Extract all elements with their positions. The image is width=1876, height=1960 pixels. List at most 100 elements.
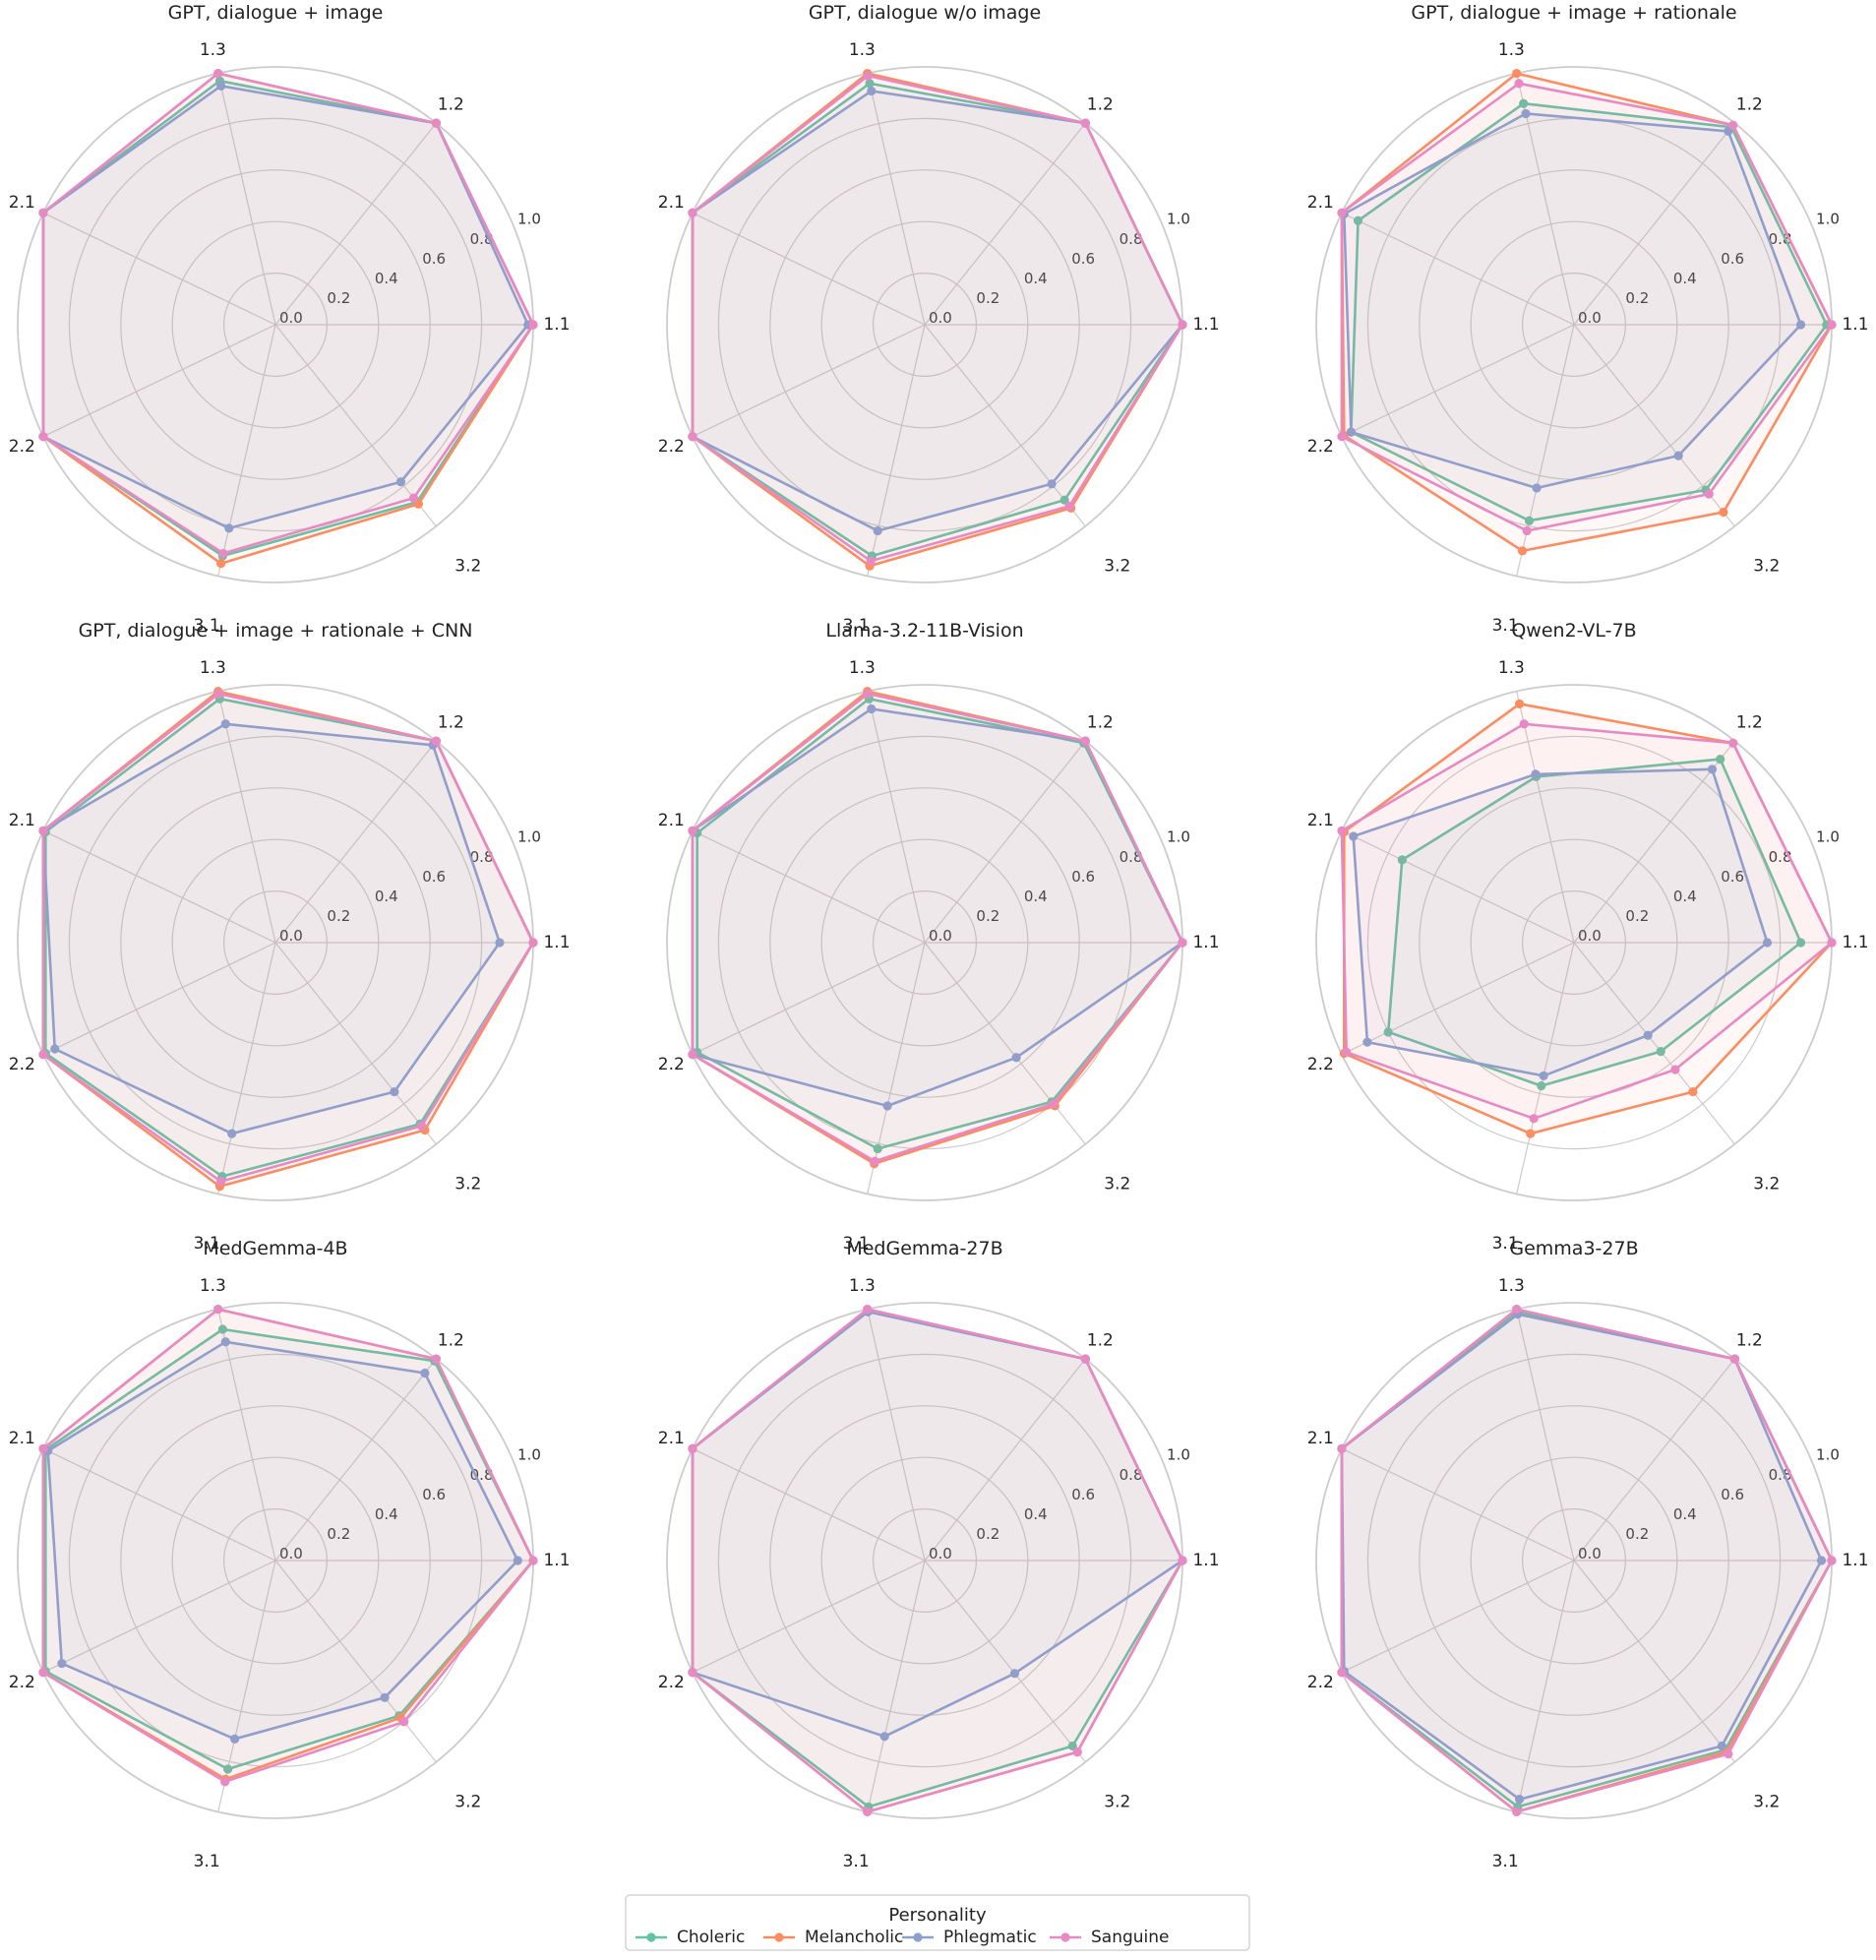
axis-label-1-1: 1.1 — [1192, 1551, 1219, 1570]
data-point-phlegmatic — [1047, 479, 1057, 489]
radial-tick-label: 1.0 — [1167, 211, 1190, 228]
series-fill-melancholic — [692, 73, 1182, 567]
grid-spoke — [42, 212, 276, 326]
grid-spoke — [924, 1358, 1086, 1562]
grid-spoke — [1516, 942, 1575, 1194]
grid-spoke — [692, 212, 926, 326]
grid-spoke — [867, 1309, 926, 1562]
axis-label-1-2: 1.2 — [438, 712, 464, 732]
radial-tick-label: 0.6 — [1071, 1486, 1095, 1503]
data-point-phlegmatic — [873, 525, 882, 536]
series-line-sanguine — [1340, 1308, 1834, 1813]
data-point-sanguine — [38, 1668, 48, 1678]
legend-swatch-marker — [913, 1932, 923, 1942]
radial-tick-label: 0.2 — [1625, 289, 1649, 307]
axis-label-2-2: 2.2 — [1307, 1055, 1334, 1074]
series-fill-choleric — [696, 699, 1182, 1149]
axis-label-2-1: 2.1 — [1307, 193, 1334, 213]
axis-label-3-2: 3.2 — [1753, 1792, 1780, 1811]
series-fill-sanguine — [692, 1309, 1182, 1812]
grid-spoke — [1341, 829, 1575, 944]
data-point-sanguine — [1827, 1556, 1837, 1565]
data-point-sanguine — [1049, 1099, 1059, 1109]
series-line-sanguine — [1340, 82, 1834, 532]
axis-label-1-2: 1.2 — [438, 1330, 464, 1350]
panel-title: Gemma3-27B — [1509, 1238, 1638, 1259]
data-point-sanguine — [1337, 826, 1347, 835]
axis-label-2-1: 2.1 — [1307, 1429, 1334, 1448]
data-point-phlegmatic — [882, 1101, 892, 1111]
axis-label-1-3: 1.3 — [1498, 658, 1525, 678]
data-point-melancholic — [413, 499, 423, 509]
grid-spoke — [1573, 1358, 1735, 1562]
data-point-sanguine — [1522, 525, 1532, 536]
radial-tick-label: 0.2 — [327, 907, 350, 925]
radial-tick-label: 0.8 — [470, 848, 494, 866]
axis-label-2-2: 2.2 — [9, 1055, 35, 1074]
radial-tick-label: 0.2 — [327, 1525, 350, 1543]
grid-spoke — [867, 1560, 926, 1812]
axis-label-3-2: 3.2 — [1753, 556, 1780, 576]
data-point-sanguine — [688, 208, 697, 217]
radial-tick-label: 0.4 — [1024, 1505, 1048, 1523]
radial-tick-label: 0.2 — [1625, 1525, 1649, 1543]
radial-tick-label: 0.0 — [929, 927, 952, 945]
grid-spoke — [924, 324, 1086, 527]
radar-panel: 0.00.20.40.60.81.01.11.21.32.12.23.13.2G… — [9, 620, 571, 1254]
data-point-sanguine — [688, 432, 697, 442]
data-point-choleric — [1519, 98, 1529, 108]
axis-label-1-3: 1.3 — [849, 40, 876, 60]
axis-label-3-1: 3.1 — [1492, 616, 1519, 636]
axis-label-2-2: 2.2 — [1307, 437, 1334, 457]
axis-label-1-3: 1.3 — [1498, 1276, 1525, 1296]
data-point-sanguine — [1670, 1065, 1680, 1074]
series-fill-sanguine — [42, 73, 534, 554]
axis-label-1-2: 1.2 — [1736, 94, 1763, 114]
data-point-phlegmatic — [380, 1692, 390, 1702]
axis-label-3-2: 3.2 — [1104, 556, 1130, 576]
data-point-melancholic — [1517, 546, 1528, 556]
data-point-phlegmatic — [1539, 1071, 1548, 1080]
data-point-sanguine — [688, 1050, 697, 1060]
data-point-sanguine — [1337, 208, 1347, 217]
series-line-sanguine — [691, 692, 1184, 1163]
radar-panel: 0.00.20.40.60.81.01.11.21.32.12.23.13.2G… — [1307, 1238, 1869, 1871]
axis-label-2-1: 2.1 — [9, 1429, 35, 1448]
axis-label-1-3: 1.3 — [200, 40, 226, 60]
data-point-sanguine — [870, 1156, 879, 1166]
axis-label-3-2: 3.2 — [454, 556, 481, 576]
axis-label-3-1: 3.1 — [843, 1852, 870, 1871]
data-point-sanguine — [1704, 489, 1714, 499]
data-point-phlegmatic — [1643, 1030, 1653, 1040]
series-fill-melancholic — [42, 1309, 534, 1780]
panel-title: GPT, dialogue + image — [168, 2, 384, 24]
data-point-phlegmatic — [495, 938, 505, 948]
grid-spoke — [42, 324, 276, 438]
grid-spoke — [42, 942, 276, 1056]
grid-spoke — [217, 942, 276, 1194]
data-point-phlegmatic — [1011, 1053, 1021, 1063]
panel-title: MedGemma-4B — [203, 1238, 347, 1259]
grid-spoke — [924, 740, 1086, 944]
series-fill-sanguine — [1341, 723, 1832, 1119]
data-point-choleric — [1795, 938, 1806, 948]
grid-spoke — [1516, 691, 1575, 944]
data-point-sanguine — [213, 1304, 223, 1315]
radar-panel: 0.00.20.40.60.81.01.11.21.32.12.23.13.2M… — [9, 1238, 571, 1871]
radial-tick-label: 0.2 — [976, 1525, 999, 1543]
data-point-melancholic — [1688, 1086, 1698, 1097]
data-point-melancholic — [1515, 699, 1525, 708]
series-line-phlegmatic — [46, 1340, 519, 1741]
data-point-sanguine — [688, 1443, 697, 1453]
data-point-sanguine — [1514, 79, 1524, 89]
data-point-sanguine — [431, 1354, 441, 1364]
radial-tick-label: 1.0 — [517, 211, 541, 228]
data-point-choleric — [1716, 754, 1725, 765]
axis-label-2-1: 2.1 — [9, 811, 35, 830]
data-point-choleric — [873, 1143, 882, 1154]
grid-spoke — [1516, 1309, 1575, 1562]
radar-panel: 0.00.20.40.60.81.01.11.21.32.12.23.13.2G… — [658, 2, 1220, 636]
data-point-sanguine — [863, 71, 873, 81]
radial-tick-label: 0.4 — [375, 888, 398, 905]
radial-tick-label: 0.8 — [1120, 230, 1143, 248]
